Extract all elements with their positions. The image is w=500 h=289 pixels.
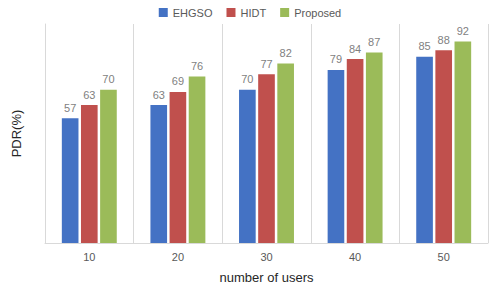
svg-text:82: 82 — [280, 47, 292, 59]
svg-text:57: 57 — [64, 102, 76, 114]
svg-text:79: 79 — [330, 53, 342, 65]
svg-text:76: 76 — [191, 60, 203, 72]
svg-text:30: 30 — [260, 251, 272, 263]
svg-text:70: 70 — [102, 73, 114, 85]
svg-text:number of users: number of users — [220, 270, 314, 285]
svg-text:Proposed: Proposed — [294, 7, 341, 19]
svg-text:40: 40 — [349, 251, 361, 263]
svg-text:EHGSO: EHGSO — [173, 7, 213, 19]
svg-text:10: 10 — [83, 251, 95, 263]
svg-text:50: 50 — [438, 251, 450, 263]
svg-text:84: 84 — [349, 43, 361, 55]
svg-text:77: 77 — [260, 58, 272, 70]
svg-text:20: 20 — [172, 251, 184, 263]
svg-text:92: 92 — [457, 25, 469, 37]
svg-text:69: 69 — [172, 75, 184, 87]
svg-text:63: 63 — [153, 89, 165, 101]
svg-text:88: 88 — [438, 34, 450, 46]
svg-text:70: 70 — [241, 73, 253, 85]
svg-text:HIDT: HIDT — [240, 7, 266, 19]
svg-text:63: 63 — [83, 89, 95, 101]
svg-text:85: 85 — [418, 40, 430, 52]
svg-text:PDR(%): PDR(%) — [9, 110, 24, 158]
svg-text:87: 87 — [368, 36, 380, 48]
